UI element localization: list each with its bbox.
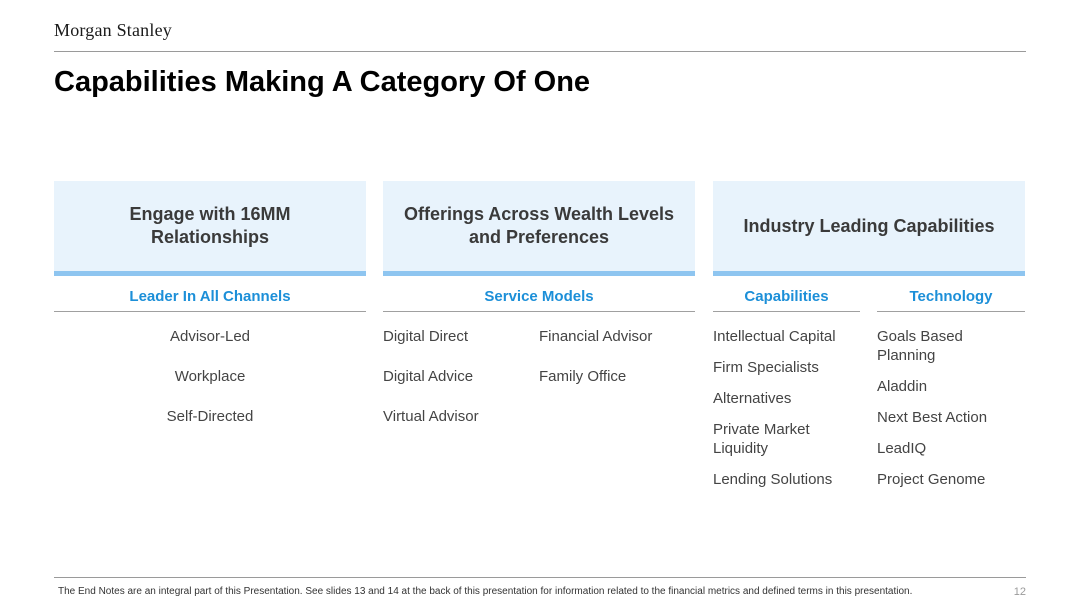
list-item: Intellectual Capital xyxy=(713,328,836,345)
column-header-line: Industry Leading Capabilities xyxy=(743,215,995,236)
list-item: Advisor-Led xyxy=(169,328,251,345)
subheader-capabilities: Capabilities xyxy=(713,286,860,312)
list-item: Project Genome xyxy=(877,471,986,488)
list-item: Firm Specialists xyxy=(713,359,819,376)
list-item: Digital Advice xyxy=(383,368,474,385)
list-item: Goals Based Planning xyxy=(877,328,963,364)
subheader-channels: Leader In All Channels xyxy=(54,286,366,312)
list-item: Aladdin xyxy=(877,378,928,395)
list-item: Family Office xyxy=(539,368,627,385)
list-item: Next Best Action xyxy=(877,409,988,426)
column-header-line: Engage with 16MM xyxy=(129,204,291,224)
list-item: Alternatives xyxy=(713,390,792,407)
header-divider xyxy=(54,51,1026,52)
list-item: Lending Solutions xyxy=(713,471,833,488)
list-item: LeadIQ xyxy=(877,440,927,457)
footnote: The End Notes are an integral part of th… xyxy=(58,586,913,597)
list-item: Digital Direct xyxy=(383,328,469,345)
column-header-line: Offerings Across Wealth Levels xyxy=(403,204,675,224)
page-number: 12 xyxy=(1013,586,1026,598)
list-item: Virtual Advisor xyxy=(383,408,479,425)
column-header-relationships: Engage with 16MM Relationships xyxy=(54,181,366,276)
list-item: Workplace xyxy=(174,368,246,385)
list-item: Private Market Liquidity xyxy=(713,421,810,457)
column-header-capabilities: Industry Leading Capabilities xyxy=(713,181,1025,276)
column-header-offerings: Offerings Across Wealth Levels and Prefe… xyxy=(383,181,695,276)
footer-divider xyxy=(54,577,1026,578)
slide-title: Capabilities Making A Category Of One xyxy=(54,66,591,98)
subheader-service-models: Service Models xyxy=(383,286,695,312)
list-item: Financial Advisor xyxy=(539,328,653,345)
column-header-line: Relationships xyxy=(150,227,269,247)
morgan-stanley-logo: Morgan Stanley xyxy=(54,20,172,40)
list-item: Self-Directed xyxy=(166,408,254,425)
column-header-line: and Preferences xyxy=(468,227,610,247)
subheader-technology: Technology xyxy=(877,286,1025,312)
